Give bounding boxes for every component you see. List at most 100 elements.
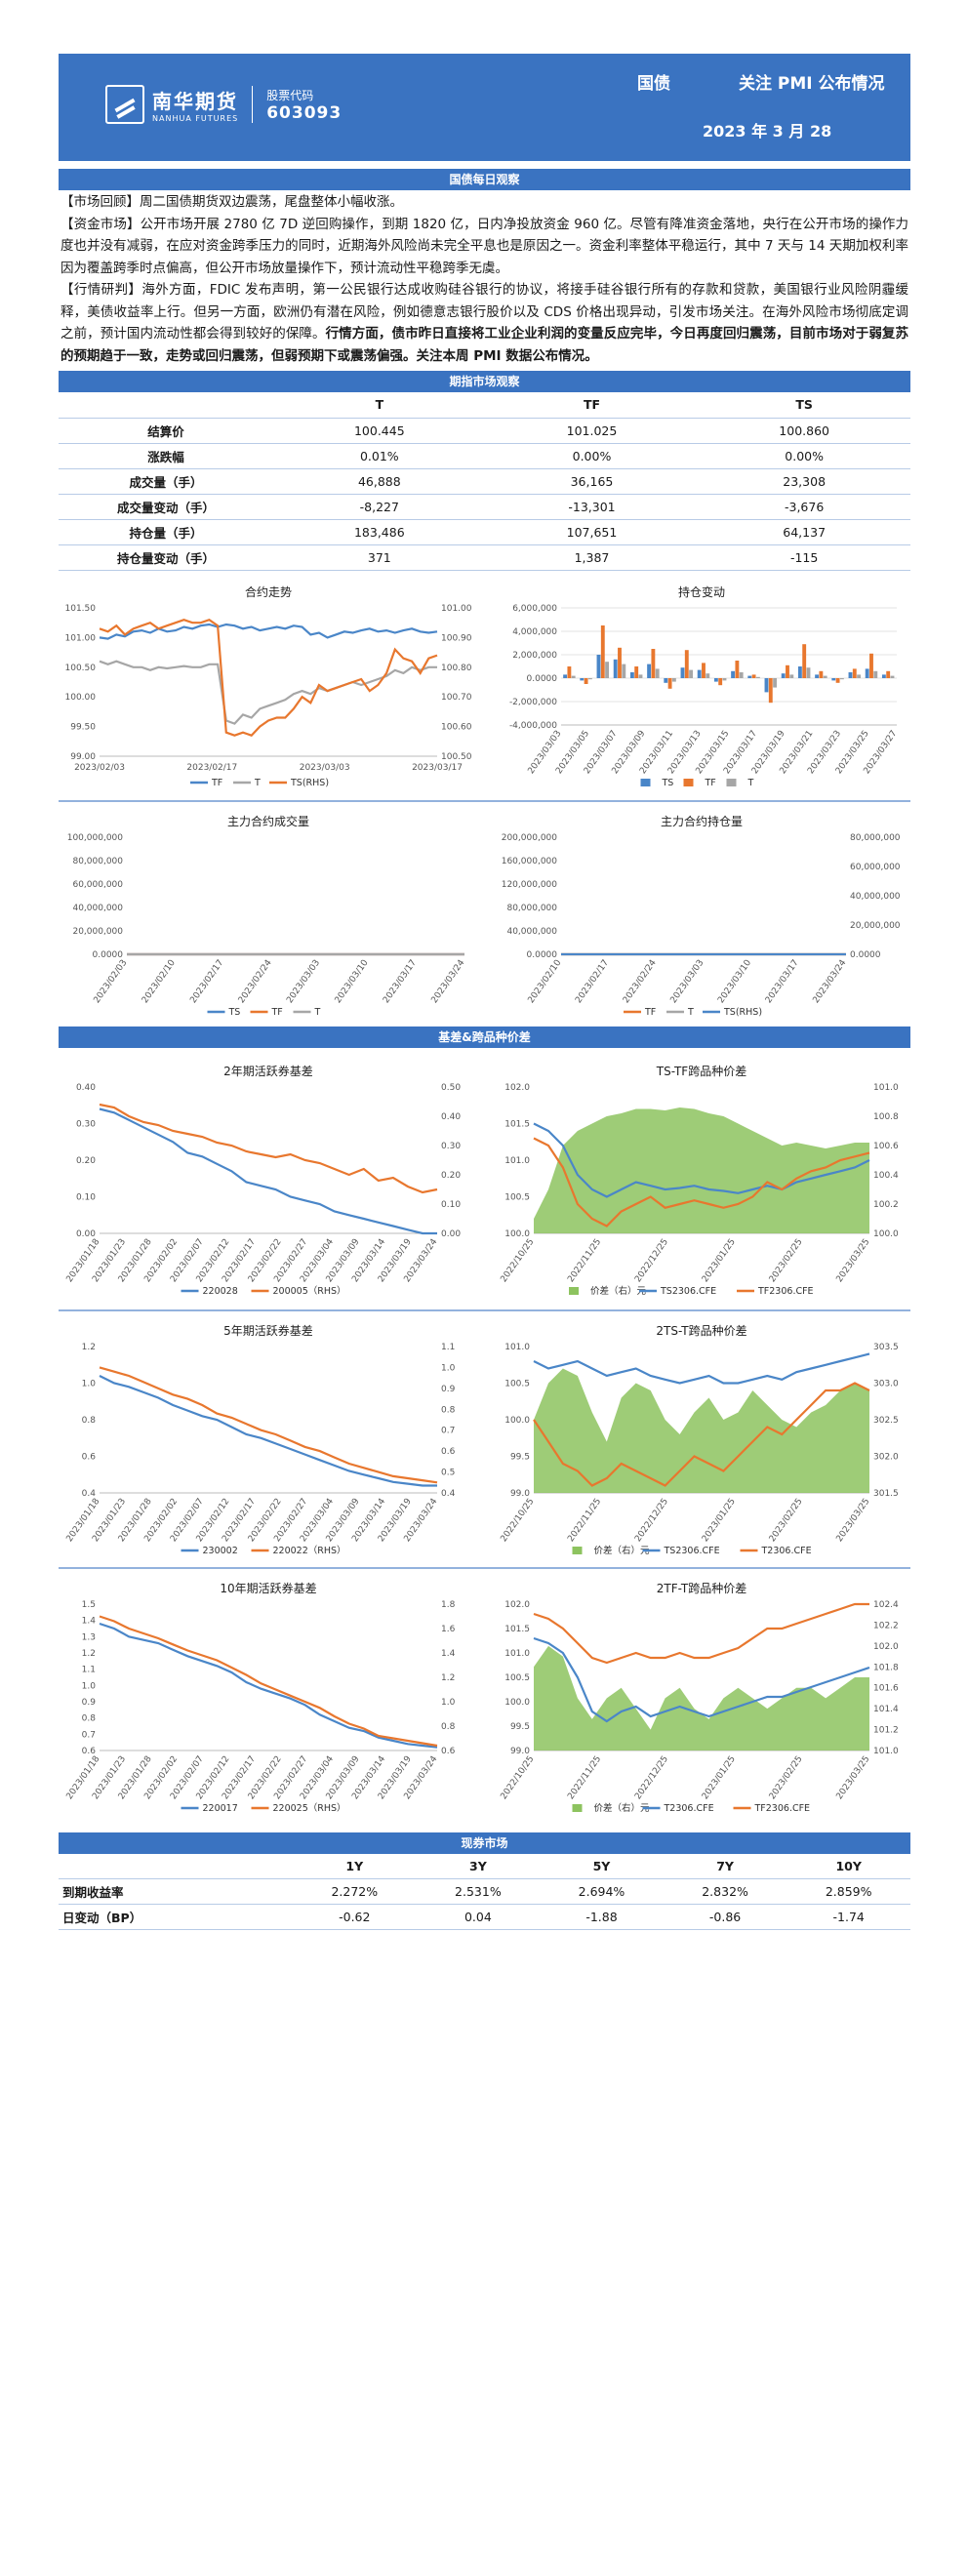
row-label: 结算价 [59, 418, 273, 444]
legend-label: TF [211, 778, 222, 788]
cell: 2.272% [293, 1878, 417, 1905]
bar [852, 667, 857, 678]
bar [731, 670, 736, 678]
legend-swatch [572, 1803, 583, 1812]
cell: 0.01% [273, 443, 486, 469]
futures-heading: 期指市场观察 [59, 371, 910, 392]
bar [613, 659, 618, 678]
y2-tick-label: 101.0 [873, 1083, 899, 1093]
bar [655, 667, 660, 678]
y2-tick-label: 302.0 [873, 1452, 899, 1462]
x-tick-label: 2023/02/17 [574, 957, 611, 1004]
basis-heading: 基差&跨品种价差 [59, 1026, 910, 1048]
bar [706, 672, 710, 678]
legend-label: TF2306.CFE [754, 1803, 811, 1814]
futures-header-row: T TF TS [59, 392, 910, 419]
line-series [533, 1137, 870, 1228]
col-7y: 7Y [663, 1853, 787, 1879]
y-tick-label: 0.6 [82, 1747, 97, 1756]
bar [865, 667, 869, 678]
x-tick-label: 2023/02/10 [141, 957, 178, 1004]
table-row: 持仓量（手） 183,486 107,651 64,137 [59, 519, 910, 545]
outlook-emphasis: 行情方面，债市昨日直接将工业企业利润的变量反应完毕，今日再度回归震荡，目前市场对… [60, 326, 909, 364]
x-tick-label: 2022/10/25 [500, 1496, 537, 1543]
brand-logo: 南华期货 NANHUA FUTURES 股票代码 603093 [105, 85, 342, 124]
y-tick-label: 1.3 [82, 1632, 96, 1642]
x-tick-label: 2022/11/25 [566, 1753, 603, 1800]
money-market-label: 【资金市场】 [60, 216, 141, 232]
y2-tick-label: 1.8 [441, 1600, 456, 1610]
legend-swatch [572, 1546, 583, 1554]
y-tick-label: 0.0000 [527, 950, 558, 960]
legend-swatch [683, 778, 694, 786]
table-row: 成交量（手） 46,888 36,165 23,308 [59, 468, 910, 495]
y-tick-label: 101.0 [504, 1156, 530, 1166]
chart-title: 合约走势 [245, 584, 292, 599]
futures-col-ts: TS [698, 392, 910, 419]
x-tick-label: 2023/01/25 [701, 1236, 738, 1283]
y2-tick-label: 0.5 [441, 1468, 455, 1477]
chart-title: 2年期活跃券基差 [223, 1064, 313, 1078]
line-series [533, 1636, 870, 1722]
table-row: 成交量变动（手） -8,227 -13,301 -3,676 [59, 494, 910, 520]
chart-svg: 10年期活跃券基差 1.5 1.4 1.3 1.2 1.1 1.0 0.9 0.8 0.7 0.6 1… [65, 1581, 456, 1814]
legend-label: T [314, 1007, 321, 1018]
y2-tick-label: 100.90 [441, 633, 472, 643]
row-label: 成交量（手） [59, 468, 273, 495]
chart-row-5: 10年期活跃券基差 1.5 1.4 1.3 1.2 1.1 1.0 0.9 0.8 0.7 0.6 1… [59, 1569, 910, 1825]
line-series [99, 1374, 437, 1487]
bar [618, 647, 622, 678]
y-tick-label: 1.1 [82, 1665, 96, 1674]
y2-tick-label: 0.8 [441, 1722, 456, 1732]
logo-en-text: NANHUA FUTURES [152, 114, 239, 123]
y-tick-label: 1.5 [82, 1600, 96, 1610]
cell: 183,486 [273, 519, 486, 545]
chart-svg: 合约走势 101.50 101.00 100.50 100.00 99.50 99.00 10… [65, 584, 472, 788]
line-series [99, 1107, 437, 1234]
x-tick-label: 2023/01/25 [701, 1496, 738, 1543]
y2-tick-label: 100.0 [873, 1229, 899, 1239]
y2-tick-label: 100.80 [441, 663, 472, 672]
legend-label: 价差（右）元 [594, 1802, 651, 1814]
bar [605, 661, 610, 678]
y-tick-label: 100.0 [504, 1416, 530, 1426]
bar [622, 664, 626, 678]
bar [587, 677, 592, 679]
bar [664, 677, 668, 683]
x-tick-label: 2023/03/03 [300, 763, 350, 773]
bar [881, 673, 886, 678]
legend-label: 220022（RHS） [273, 1545, 346, 1556]
report-category: 国债 [637, 74, 670, 94]
legend-label: TF [271, 1007, 283, 1018]
bar [713, 677, 718, 682]
bar [596, 654, 601, 678]
y-tick-label: 4,000,000 [512, 627, 557, 637]
cell: 36,165 [485, 468, 699, 495]
bar [755, 676, 760, 678]
y2-tick-label: 1.2 [441, 1673, 455, 1683]
legend-label: TS2306.CFE [660, 1286, 716, 1297]
chart-title: 主力合约持仓量 [661, 814, 743, 828]
bar [839, 677, 844, 679]
x-tick-label: 2023/02/03 [74, 763, 125, 773]
cell: 0.04 [416, 1904, 541, 1930]
bar [571, 675, 576, 678]
y-tick-label: 102.0 [504, 1083, 530, 1093]
legend-swatch [640, 778, 651, 786]
chart-svg: 主力合约成交量 100,000,000 80,000,000 60,000,000 40… [67, 814, 467, 1018]
spot-table: 1Y 3Y 5Y 7Y 10Y 到期收益率 2.272% 2.531% 2.694% 2… [59, 1853, 910, 1930]
row-label: 涨跌幅 [59, 443, 273, 469]
y-tick-label: 1.4 [82, 1616, 97, 1626]
outlook-label: 【行情研判】 [60, 282, 142, 298]
table-row: 涨跌幅 0.01% 0.00% 0.00% [59, 443, 910, 469]
y2-tick-label: 101.2 [873, 1725, 899, 1735]
legend-label: 220017 [203, 1803, 238, 1814]
bar [890, 675, 895, 678]
main-volume-chart: 主力合约成交量 100,000,000 80,000,000 60,000,000 40… [59, 810, 478, 1025]
y-tick-label: 100.5 [504, 1379, 530, 1389]
y2-tick-label: 102.2 [873, 1621, 899, 1630]
bar [764, 677, 769, 692]
chart-title: TS-TF跨品种价差 [656, 1065, 746, 1078]
cell: 1,387 [485, 544, 699, 571]
cell: 2.694% [540, 1878, 664, 1905]
